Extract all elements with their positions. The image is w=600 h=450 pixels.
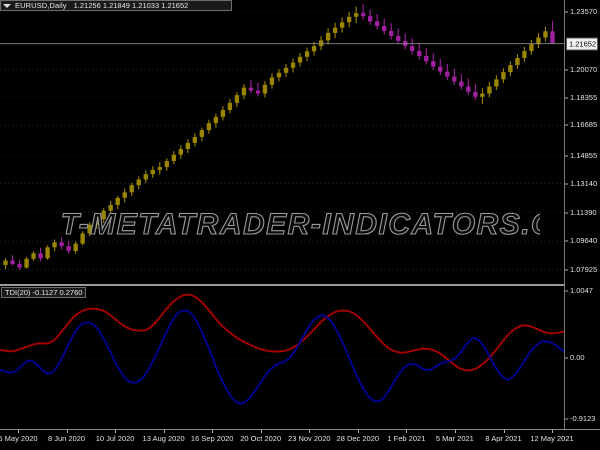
date-axis-tick xyxy=(309,430,311,433)
tdi-axis-label: -0.9123 xyxy=(570,414,596,423)
date-axis-label: 20 Oct 2020 xyxy=(240,434,282,443)
current-price-label[interactable]: 1.21652 xyxy=(566,37,599,51)
price-axis-tick xyxy=(565,212,568,213)
date-axis-label: 5 Mar 2021 xyxy=(435,434,474,443)
price-axis-tick xyxy=(565,240,568,242)
chevron-down-icon[interactable] xyxy=(3,3,11,8)
price-axis-label: 1.13140 xyxy=(570,178,598,188)
price-axis-divider xyxy=(564,0,565,429)
price-axis-label: 1.11390 xyxy=(570,207,597,217)
date-axis-tick xyxy=(260,430,262,433)
symbol-period-label: EURUSD,Daily xyxy=(15,1,67,10)
tdi-axis-tick xyxy=(565,418,568,420)
tdi-axis-tick xyxy=(565,290,568,292)
date-axis-label: 1 Feb 2021 xyxy=(387,434,426,443)
tdi-axis-tick xyxy=(565,357,568,359)
tdi-indicator-plot xyxy=(0,293,564,405)
date-axis-divider xyxy=(0,429,600,430)
price-axis-label: 1.14855 xyxy=(570,150,598,160)
date-axis-label: 23 Nov 2020 xyxy=(288,434,331,443)
tdi-indicator-label: TDI(20) -0.1127 0.2760 xyxy=(1,287,87,298)
date-axis-tick xyxy=(357,430,359,433)
date-axis-tick xyxy=(406,430,408,433)
price-axis-label: 1.23570 xyxy=(570,7,598,16)
price-axis-tick xyxy=(565,69,568,71)
ohlc-values: 1.21256 1.21849 1.21033 1.21652 xyxy=(73,1,189,10)
date-axis-tick xyxy=(454,430,456,433)
date-axis-tick xyxy=(503,430,505,433)
date-axis-tick xyxy=(66,430,68,433)
date-axis-label: 28 Dec 2020 xyxy=(336,434,380,443)
tdi-indicator-pane: TDI(20) -0.1127 0.2760 xyxy=(0,285,564,425)
price-chart-pane xyxy=(0,4,564,271)
symbol-header-bar[interactable]: EURUSD,Daily 1.21256 1.21849 1.21033 1.2… xyxy=(0,0,232,11)
price-axis-label: 1.07925 xyxy=(570,264,598,274)
price-axis-label: 1.18355 xyxy=(570,92,598,102)
pane-divider xyxy=(0,284,565,286)
date-axis-tick xyxy=(18,430,19,433)
price-axis-tick xyxy=(565,11,568,13)
date-axis-tick xyxy=(212,430,214,433)
date-axis-label: 8 Apr 2021 xyxy=(485,434,522,443)
date-axis-label: 13 Aug 2020 xyxy=(142,434,185,443)
price-axis-tick xyxy=(565,97,568,99)
date-axis-label: 8 Jun 2020 xyxy=(47,434,86,443)
price-axis-tick xyxy=(565,124,568,126)
price-axis-tick xyxy=(565,155,568,156)
tdi-axis-label: 0.00 xyxy=(570,353,585,363)
price-axis-label: 1.16685 xyxy=(570,120,598,130)
date-axis-tick xyxy=(552,430,553,433)
date-axis-label: 5 May 2020 xyxy=(0,434,38,443)
date-axis-label: 12 May 2021 xyxy=(530,434,574,443)
date-axis-tick xyxy=(115,430,117,433)
date-axis-tick xyxy=(163,430,165,433)
price-axis[interactable]: 1.23570 1.20070 1.18355 1.16685 1.14855 1.131… xyxy=(565,0,600,429)
price-axis-label: 1.09640 xyxy=(570,236,598,246)
tdi-axis-label: 1.0047 xyxy=(570,286,593,295)
date-axis-label: 10 Jul 2020 xyxy=(95,434,135,443)
date-axis[interactable]: 5 May 2020 8 Jun 2020 10 Jul 2020 13 Aug 20… xyxy=(0,430,600,450)
price-chart-plot xyxy=(0,4,564,271)
price-axis-label: 1.20070 xyxy=(570,64,598,74)
date-axis-label: 16 Sep 2020 xyxy=(190,434,234,443)
price-axis-tick xyxy=(565,269,568,271)
price-axis-tick xyxy=(565,183,568,185)
